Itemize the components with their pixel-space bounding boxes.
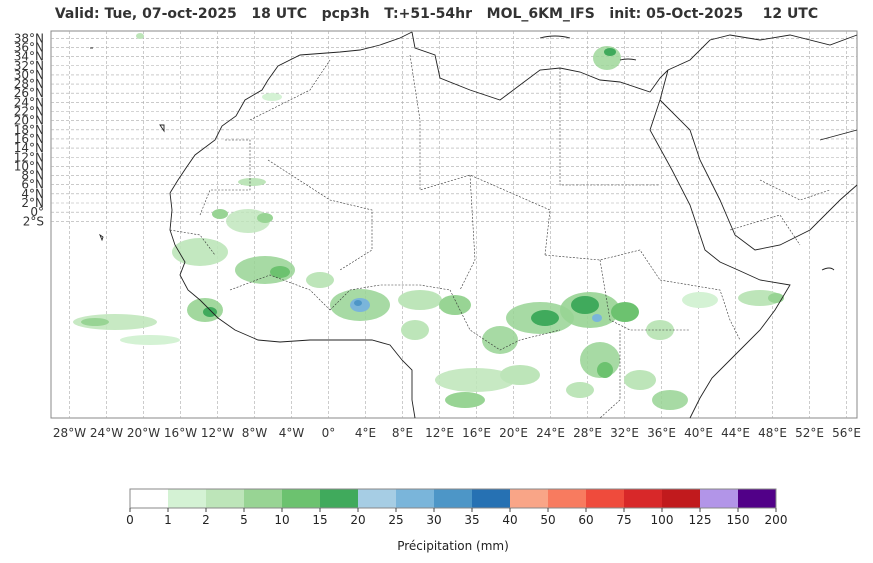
country-borders <box>169 54 831 419</box>
lat-tick-label: 2°N <box>21 196 44 210</box>
lat-tick-label: 38°N <box>14 31 44 45</box>
colorbar-tick-label: 0 <box>126 513 134 527</box>
lon-tick-label: 20°W <box>127 426 160 440</box>
colorbar-tick-label: 5 <box>240 513 248 527</box>
colorbar-swatch <box>396 489 435 508</box>
lon-tick-label: 28°E <box>573 426 602 440</box>
lat-tick-label: 14°N <box>14 141 44 155</box>
lat-tick-label: 12°N <box>14 150 44 164</box>
colorbar-tick-label: 50 <box>540 513 555 527</box>
lat-tick-label: 2°S <box>23 214 44 228</box>
colorbar-tick-label: 40 <box>502 513 517 527</box>
lon-tick-label: 28°W <box>53 426 86 440</box>
colorbar-tick-label: 125 <box>689 513 712 527</box>
colorbar-swatch <box>624 489 663 508</box>
lon-tick-label: 4°E <box>355 426 376 440</box>
map-frame <box>50 30 858 419</box>
lat-tick-label: 10°N <box>14 159 44 173</box>
coastlines <box>90 31 858 419</box>
colorbar-tick-label: 35 <box>464 513 479 527</box>
lat-tick-label: 4°N <box>21 187 44 201</box>
lon-tick-label: 44°E <box>721 426 750 440</box>
lat-tick-label: 16°N <box>14 132 44 146</box>
lon-tick-label: 40°E <box>684 426 713 440</box>
colorbar: 0 1 2 5 10 15 20 25 30 35 40 50 60 75 100 125 150 200 <box>126 488 788 527</box>
lon-tick-label: 20°E <box>499 426 528 440</box>
colorbar-swatch <box>320 489 359 508</box>
colorbar-swatch <box>434 489 473 508</box>
colorbar-swatch <box>586 489 625 508</box>
lat-tick-label: 36°N <box>14 40 44 54</box>
colorbar-tick-label: 10 <box>274 513 289 527</box>
lon-tick-label: 52°E <box>795 426 824 440</box>
lat-tick-label: 0° <box>30 205 44 219</box>
colorbar-tick-label: 15 <box>312 513 327 527</box>
lat-tick-label: 24°N <box>14 95 44 109</box>
lat-tick-label: 30°N <box>14 68 44 82</box>
colorbar-tick-label: 75 <box>616 513 631 527</box>
lon-tick-label: 0° <box>322 426 336 440</box>
lon-tick-label: 8°E <box>392 426 413 440</box>
lon-tick-label: 48°E <box>758 426 787 440</box>
lon-tick-label: 16°W <box>164 426 197 440</box>
colorbar-swatch <box>662 489 701 508</box>
lat-tick-label: 6°N <box>21 178 44 192</box>
colorbar-swatch <box>738 489 777 508</box>
colorbar-label: Précipitation (mm) <box>397 539 509 553</box>
colorbar-tick-label: 20 <box>350 513 365 527</box>
colorbar-swatch <box>510 489 549 508</box>
colorbar-tick-label: 1 <box>164 513 172 527</box>
lon-tick-label: 24°E <box>536 426 565 440</box>
colorbar-swatch <box>282 489 321 508</box>
colorbar-swatch <box>700 489 739 508</box>
colorbar-tick-label: 60 <box>578 513 593 527</box>
lon-tick-label: 36°E <box>647 426 676 440</box>
latitude-labels: 38°N36°N34°N32°N30°N28°N26°N24°N22°N20°N… <box>14 31 44 228</box>
lat-tick-label: 18°N <box>14 123 44 137</box>
colorbar-swatch <box>358 489 397 508</box>
lon-tick-label: 8°W <box>242 426 268 440</box>
lat-tick-label: 32°N <box>14 59 44 73</box>
lon-tick-label: 4°W <box>279 426 305 440</box>
colorbar-swatch <box>472 489 511 508</box>
colorbar-swatch <box>548 489 587 508</box>
colorbar-swatch <box>244 489 283 508</box>
lon-tick-label: 16°E <box>462 426 491 440</box>
lat-tick-label: 26°N <box>14 86 44 100</box>
colorbar-tick-label: 30 <box>426 513 441 527</box>
lat-tick-label: 34°N <box>14 50 44 64</box>
lon-tick-label: 12°W <box>201 426 234 440</box>
lat-tick-label: 28°N <box>14 77 44 91</box>
lon-tick-label: 56°E <box>832 426 861 440</box>
map-title: Valid: Tue, 07-oct-2025 18 UTC pcp3h T:+… <box>54 6 819 22</box>
colorbar-tick-label: 200 <box>765 513 788 527</box>
colorbar-swatch <box>168 489 207 508</box>
longitude-labels: 28°W 24°W 20°W 16°W 12°W 8°W 4°W 0° 4°E 8°E 12°E 16… <box>53 426 861 440</box>
colorbar-border <box>129 488 777 509</box>
colorbar-swatch <box>130 489 169 508</box>
colorbar-tick-label: 150 <box>727 513 750 527</box>
lon-tick-label: 32°E <box>610 426 639 440</box>
lat-tick-label: 22°N <box>14 105 44 119</box>
colorbar-tick-label: 25 <box>388 513 403 527</box>
precip-shading <box>73 33 784 410</box>
lat-tick-label: 20°N <box>14 114 44 128</box>
colorbar-tick-label: 100 <box>651 513 674 527</box>
colorbar-swatch <box>206 489 245 508</box>
lon-tick-label: 12°E <box>425 426 454 440</box>
lat-tick-label: 8°N <box>21 169 44 183</box>
colorbar-tick-label: 2 <box>202 513 210 527</box>
lon-tick-label: 24°W <box>90 426 123 440</box>
